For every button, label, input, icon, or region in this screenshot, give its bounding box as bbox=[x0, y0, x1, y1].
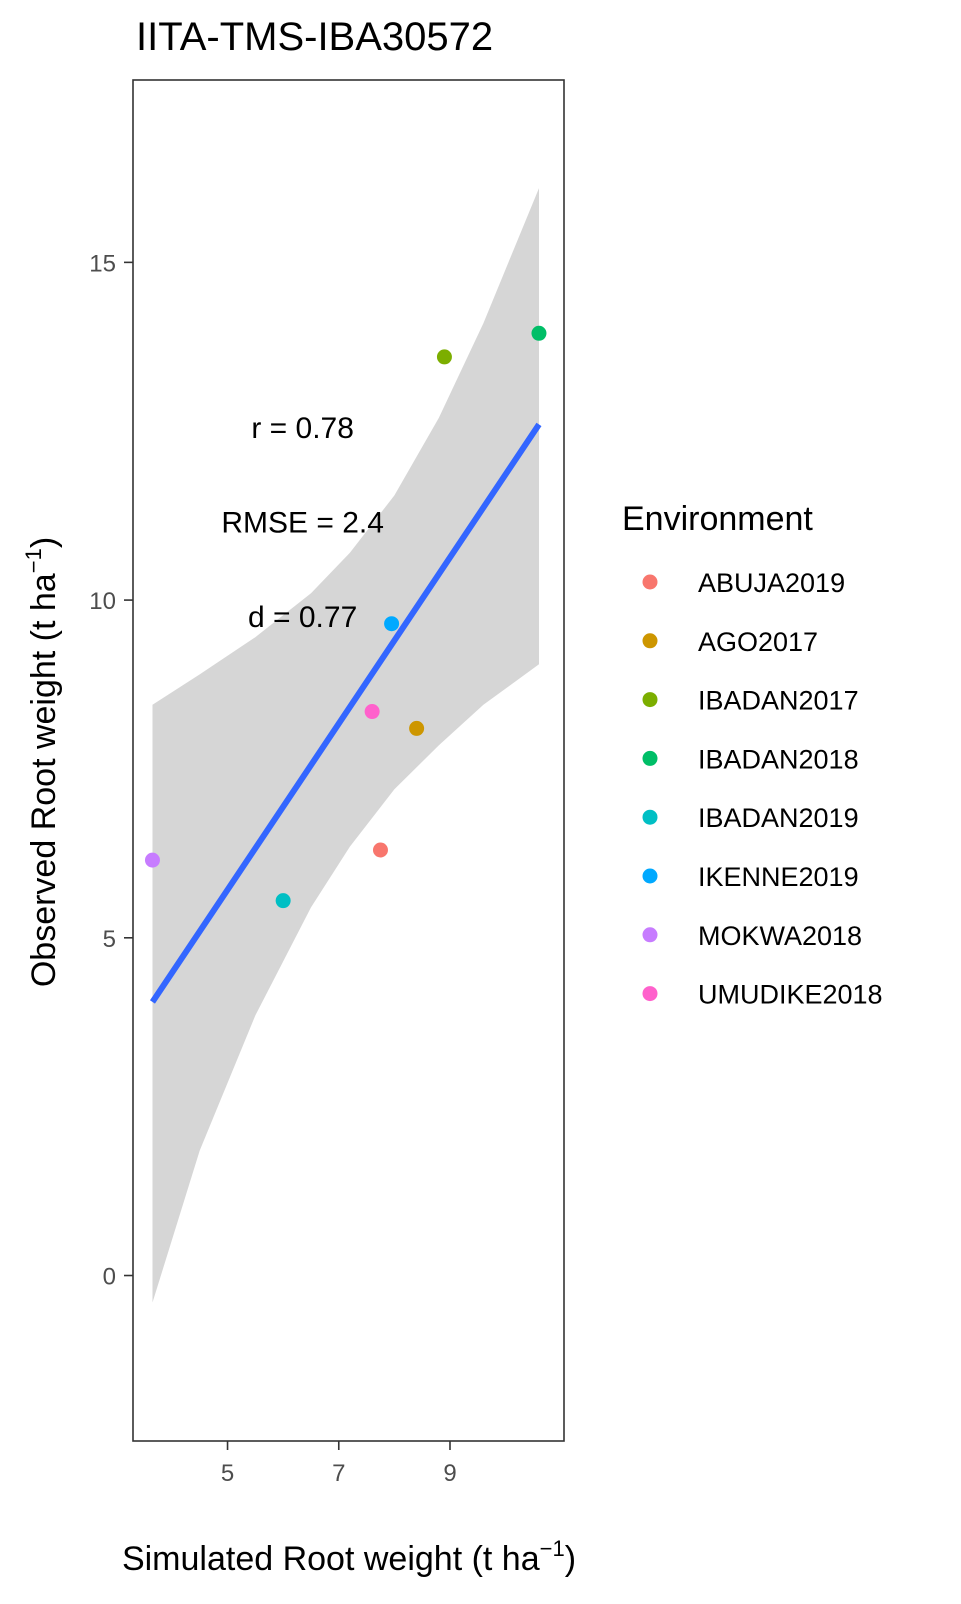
legend-label-mokwa2018: MOKWA2018 bbox=[698, 921, 862, 951]
confidence-band-layer bbox=[152, 188, 539, 1303]
y-tick-label-15: 15 bbox=[89, 250, 116, 277]
x-axis: 5 7 9 bbox=[221, 1441, 457, 1487]
legend-key-ibadan2018 bbox=[642, 750, 658, 766]
legend: Environment ABUJA2019 AGO2017 IBADAN2017 IBA… bbox=[622, 500, 883, 1010]
legend-key-ibadan2019 bbox=[642, 809, 658, 825]
plot-panel bbox=[132, 79, 565, 1442]
data-point-abuja2019 bbox=[372, 842, 388, 858]
legend-key-abuja2019 bbox=[642, 574, 658, 590]
data-point-mokwa2018 bbox=[144, 852, 160, 868]
regression-line-layer bbox=[149, 422, 542, 1004]
legend-label-ago2017: AGO2017 bbox=[698, 627, 818, 657]
data-point-ibadan2018 bbox=[531, 325, 547, 341]
legend-label-ikenne2019: IKENNE2019 bbox=[698, 862, 859, 892]
legend-key-umudike2018 bbox=[642, 986, 658, 1002]
statistics-annotations: r = 0.78 RMSE = 2.4 d = 0.77 bbox=[221, 412, 384, 634]
legend-key-mokwa2018 bbox=[642, 927, 658, 943]
data-point-ibadan2017 bbox=[436, 349, 452, 365]
stat-annotation-2: d = 0.77 bbox=[248, 601, 357, 634]
legend-key-ibadan2017 bbox=[642, 692, 658, 708]
legend-label-umudike2018: UMUDIKE2018 bbox=[698, 980, 883, 1010]
legend-label-ibadan2017: IBADAN2017 bbox=[698, 686, 859, 716]
data-point-ikenne2019 bbox=[384, 616, 400, 632]
data-point-ago2017 bbox=[409, 720, 425, 736]
legend-label-ibadan2019: IBADAN2019 bbox=[698, 803, 859, 833]
x-tick-label-7: 7 bbox=[332, 1460, 345, 1487]
data-point-ibadan2019 bbox=[275, 893, 291, 909]
y-tick-label-0: 0 bbox=[103, 1264, 116, 1291]
y-tick-label-10: 10 bbox=[89, 588, 116, 615]
legend-label-ibadan2018: IBADAN2018 bbox=[698, 744, 859, 774]
y-axis: 0 5 10 15 bbox=[89, 250, 133, 1291]
regression-line bbox=[149, 422, 542, 1004]
panel-background bbox=[133, 80, 564, 1441]
panel-border bbox=[132, 79, 565, 1442]
y-axis-title: Observed Root weight (t ha−1) bbox=[21, 537, 63, 987]
legend-label-abuja2019: ABUJA2019 bbox=[698, 568, 845, 598]
x-tick-label-5: 5 bbox=[221, 1460, 234, 1487]
confidence-band bbox=[152, 188, 539, 1303]
stat-annotation-1: RMSE = 2.4 bbox=[221, 506, 384, 539]
x-tick-label-9: 9 bbox=[443, 1460, 456, 1487]
legend-title: Environment bbox=[622, 500, 813, 538]
data-points-layer bbox=[144, 325, 547, 909]
y-tick-label-5: 5 bbox=[103, 926, 116, 953]
data-point-umudike2018 bbox=[364, 704, 380, 720]
x-axis-title: Simulated Root weight (t ha−1) bbox=[122, 1536, 576, 1578]
stat-annotation-0: r = 0.78 bbox=[251, 412, 354, 445]
chart-title: IITA-TMS-IBA30572 bbox=[136, 15, 493, 59]
legend-key-ago2017 bbox=[642, 633, 658, 649]
legend-key-ikenne2019 bbox=[642, 868, 658, 884]
